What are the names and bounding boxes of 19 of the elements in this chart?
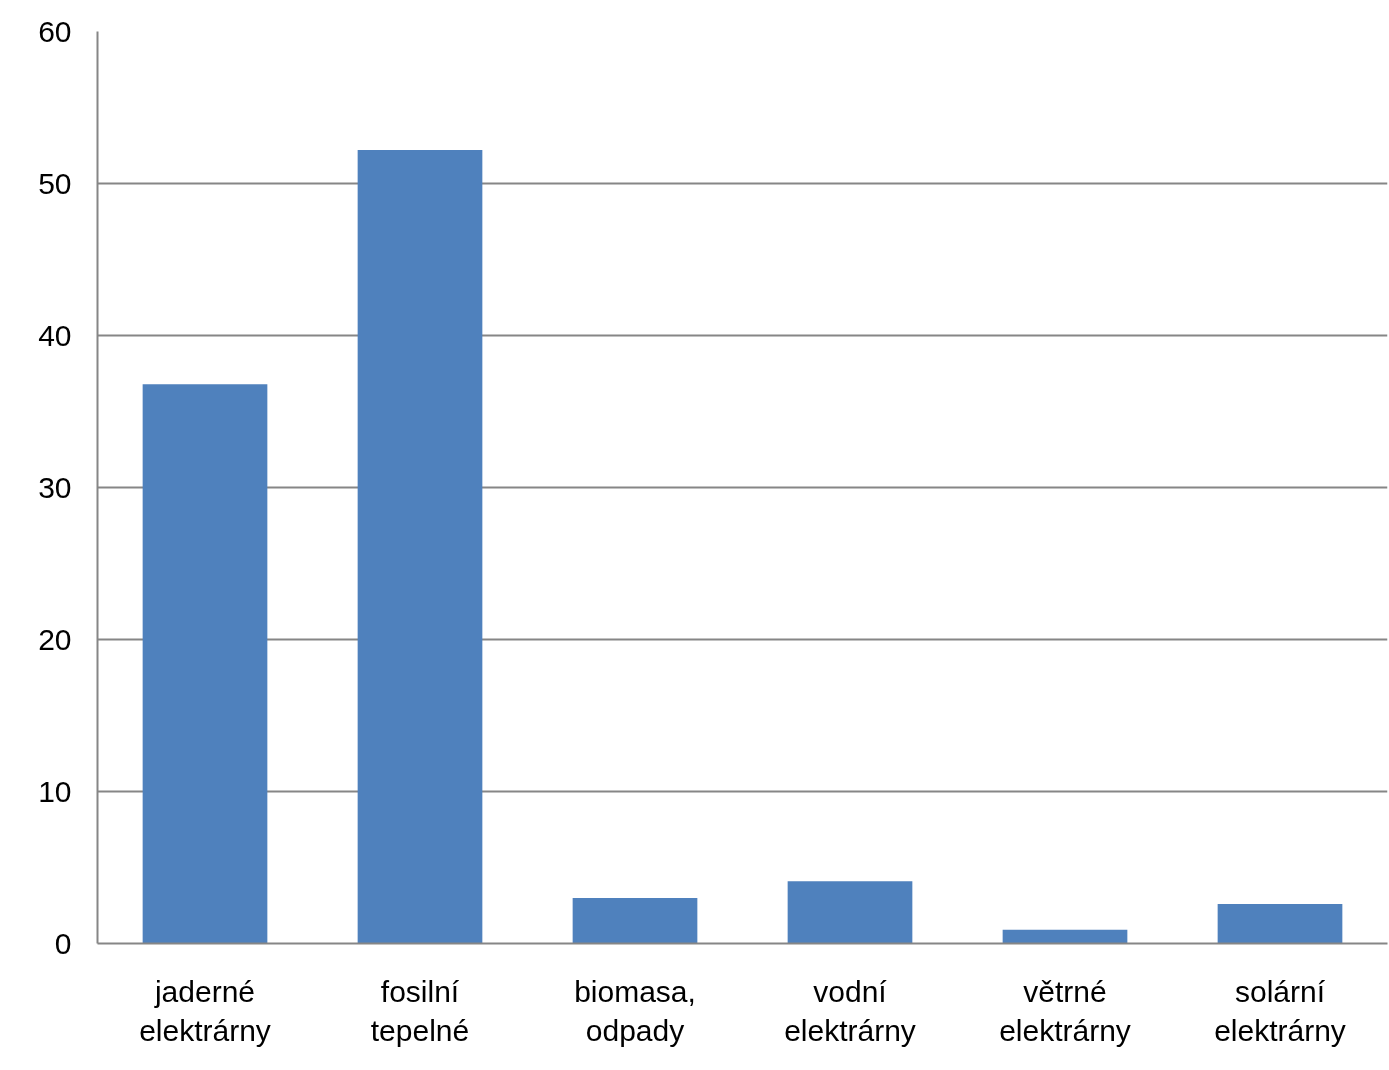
y-tick-label: 40 [38, 318, 72, 352]
x-tick-label: solární elektrárny [1214, 974, 1346, 1048]
x-tick-label: jaderné elektrárny [139, 974, 271, 1048]
y-tick-label: 10 [38, 774, 72, 808]
bar [1002, 929, 1128, 944]
bar [357, 150, 483, 944]
x-tick-label: fosilní tepelné [370, 974, 470, 1048]
bar [572, 897, 698, 944]
bar [1217, 903, 1343, 944]
x-tick-label: vodní elektrárny [784, 974, 916, 1048]
y-tick-label: 50 [38, 166, 72, 200]
y-tick-label: 20 [38, 622, 72, 656]
bar [787, 881, 913, 944]
y-tick-label: 60 [38, 14, 72, 48]
x-tick-label: biomasa, odpady [574, 974, 696, 1048]
bar [142, 384, 268, 944]
y-tick-label: 30 [38, 470, 72, 504]
y-tick-label: 0 [54, 926, 72, 960]
x-tick-label: větrné elektrárny [999, 974, 1131, 1048]
